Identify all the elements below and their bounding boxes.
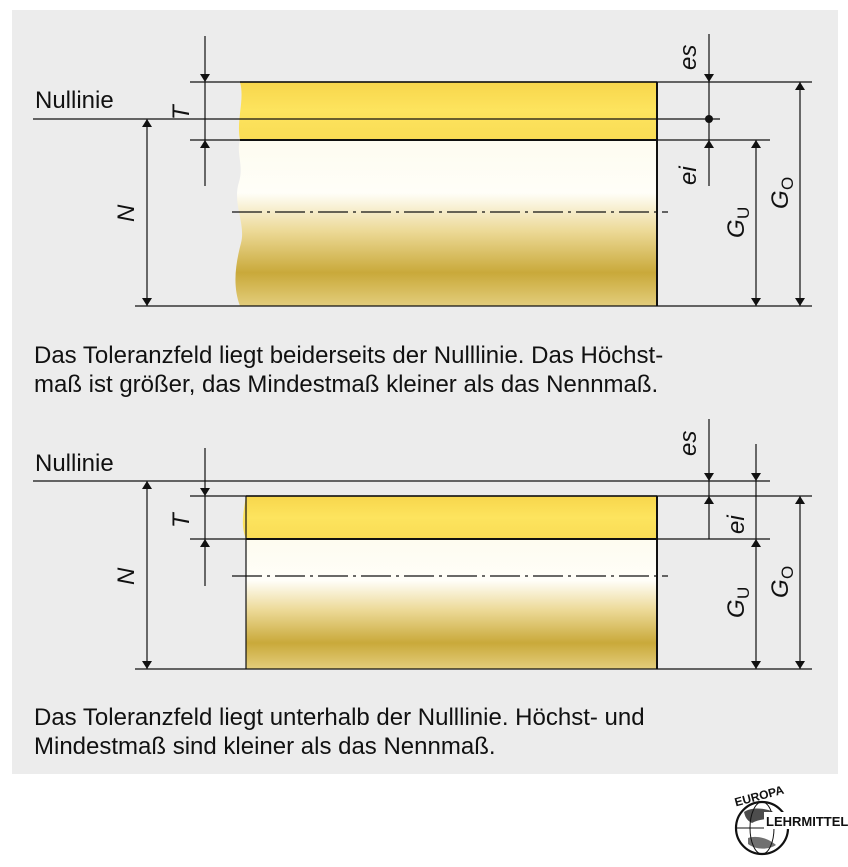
es-label-1: es bbox=[675, 45, 702, 70]
svg-text:G: G bbox=[767, 579, 794, 598]
caption-2: Das Toleranzfeld liegt unterhalb der Nul… bbox=[34, 703, 824, 761]
go-label-2: G O bbox=[767, 566, 797, 598]
tolerance-label-2: T bbox=[168, 511, 195, 528]
shaft-body-1 bbox=[235, 140, 657, 306]
svg-text:U: U bbox=[734, 587, 753, 599]
zero-line-label-2: Nullinie bbox=[35, 450, 114, 477]
caption-2-line-2: Mindestmaß sind kleiner als das Nennmaß. bbox=[34, 733, 496, 760]
caption-1: Das Toleranzfeld liegt beiderseits der N… bbox=[34, 341, 824, 399]
svg-text:U: U bbox=[734, 207, 753, 219]
europa-lehrmittel-logo: EUROPA LEHRMITTEL bbox=[733, 783, 848, 856]
es-label-2: es bbox=[675, 431, 702, 456]
diagram-2: Nullinie T N es ei G U G O bbox=[33, 419, 812, 670]
svg-text:G: G bbox=[723, 599, 750, 618]
gu-label-1: G U bbox=[723, 207, 753, 238]
diagram-1: Nullinie T N es ei G U G O bbox=[33, 34, 812, 307]
svg-text:O: O bbox=[778, 177, 797, 190]
nominal-size-label-2: N bbox=[113, 567, 140, 585]
nominal-size-label-1: N bbox=[113, 204, 140, 222]
ei-label-1: ei bbox=[675, 166, 702, 185]
caption-1-line-2: maß ist größer, das Mindestmaß kleiner a… bbox=[34, 371, 659, 398]
caption-2-line-1: Das Toleranzfeld liegt unterhalb der Nul… bbox=[34, 704, 645, 731]
svg-text:G: G bbox=[767, 190, 794, 209]
shaft-body-2 bbox=[246, 539, 657, 669]
zero-line-label-1: Nullinie bbox=[35, 87, 114, 114]
gu-label-2: G U bbox=[723, 587, 753, 618]
logo-bottom-text: LEHRMITTEL bbox=[766, 814, 848, 829]
tolerance-field-1 bbox=[238, 82, 657, 140]
caption-1-line-1: Das Toleranzfeld liegt beiderseits der N… bbox=[34, 342, 664, 369]
svg-text:G: G bbox=[723, 219, 750, 238]
svg-text:O: O bbox=[778, 566, 797, 579]
ei-label-2: ei bbox=[723, 515, 750, 534]
tolerance-label-1: T bbox=[168, 103, 195, 120]
tolerance-field-2 bbox=[242, 496, 657, 539]
go-label-1: G O bbox=[767, 177, 797, 209]
